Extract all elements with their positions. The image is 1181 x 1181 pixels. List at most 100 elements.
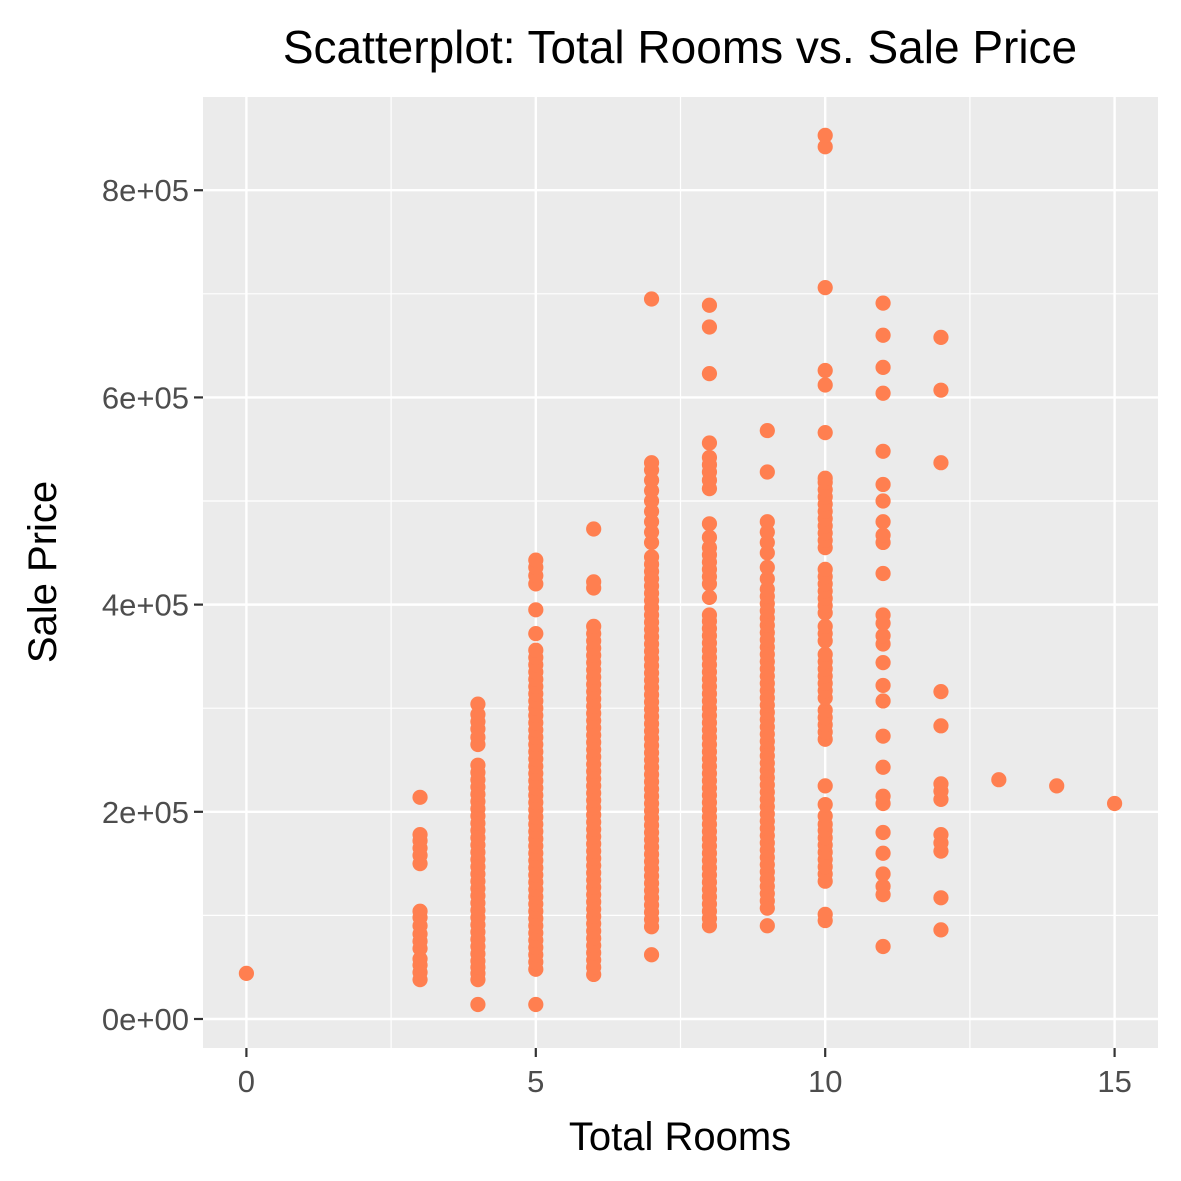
- data-point: [817, 561, 833, 577]
- x-tick-label: 5: [527, 1064, 544, 1099]
- data-point: [701, 365, 718, 382]
- data-point: [875, 677, 891, 694]
- data-point: [817, 127, 833, 143]
- data-point: [412, 903, 428, 919]
- data-point: [875, 607, 891, 623]
- data-point: [817, 470, 833, 486]
- data-point: [875, 514, 891, 530]
- data-point: [817, 906, 833, 922]
- data-point: [933, 684, 949, 700]
- data-point: [875, 866, 891, 882]
- data-point: [701, 297, 718, 313]
- chart-title: Scatterplot: Total Rooms vs. Sale Price: [283, 21, 1077, 73]
- data-point: [759, 464, 775, 480]
- data-point: [701, 516, 718, 532]
- x-tick-label: 15: [1097, 1064, 1131, 1099]
- data-point: [701, 319, 718, 335]
- data-point: [701, 607, 718, 623]
- y-tick-label: 6e+05: [102, 380, 189, 415]
- data-point: [817, 646, 833, 662]
- data-point: [933, 826, 949, 843]
- data-point: [412, 826, 428, 843]
- x-tick-label: 10: [808, 1064, 842, 1099]
- axes: 0 5 10 15 0e+00 2e+05 4e+05 6e+05 8e+05: [102, 173, 1132, 1099]
- y-axis-title: Sale Price: [21, 481, 65, 663]
- data-point: [528, 552, 544, 568]
- data-point: [933, 776, 949, 792]
- data-point: [817, 377, 833, 393]
- data-point: [586, 521, 602, 537]
- data-point: [586, 574, 602, 590]
- data-point: [643, 947, 660, 963]
- data-point: [817, 808, 833, 824]
- data-point: [933, 329, 949, 345]
- data-point: [875, 493, 891, 509]
- data-point: [586, 618, 602, 634]
- data-point: [817, 139, 833, 155]
- data-point: [875, 845, 891, 861]
- y-tick-label: 2e+05: [102, 795, 189, 830]
- data-point: [817, 796, 833, 813]
- data-point: [875, 878, 891, 894]
- data-point: [933, 890, 949, 906]
- data-point: [875, 938, 891, 955]
- y-tick-label: 8e+05: [102, 173, 189, 208]
- data-point: [470, 696, 486, 712]
- data-point: [759, 571, 775, 587]
- data-point: [875, 359, 891, 375]
- data-point: [701, 589, 718, 605]
- data-point: [759, 514, 775, 530]
- data-point: [875, 728, 891, 744]
- y-tick-label: 0e+00: [102, 1002, 189, 1037]
- data-point: [875, 655, 891, 671]
- data-point: [701, 435, 718, 451]
- data-point: [933, 718, 949, 734]
- data-point: [875, 628, 891, 644]
- data-point: [817, 280, 833, 296]
- data-point: [875, 295, 891, 311]
- data-point: [875, 824, 891, 841]
- x-axis-title: Total Rooms: [569, 1115, 791, 1159]
- data-point: [817, 425, 833, 441]
- data-point: [817, 362, 833, 379]
- data-point: [875, 693, 891, 709]
- data-point: [528, 996, 544, 1013]
- y-tick-label: 4e+05: [102, 588, 189, 623]
- data-point: [528, 626, 544, 642]
- data-point: [875, 788, 891, 804]
- data-point: [875, 759, 891, 775]
- data-point: [643, 291, 660, 307]
- data-point: [412, 789, 428, 805]
- data-point: [470, 996, 486, 1013]
- data-points: [238, 127, 1123, 1013]
- data-point: [875, 327, 891, 343]
- data-point: [933, 455, 949, 471]
- data-point: [1106, 795, 1123, 812]
- data-point: [759, 422, 775, 439]
- data-point: [933, 922, 949, 938]
- data-point: [643, 549, 660, 565]
- data-point: [528, 602, 544, 618]
- data-point: [701, 449, 718, 466]
- data-point: [701, 529, 718, 545]
- x-tick-label: 0: [238, 1064, 255, 1099]
- data-point: [470, 757, 486, 773]
- data-point: [817, 702, 833, 718]
- data-point: [759, 559, 775, 575]
- data-point: [817, 778, 833, 794]
- data-point: [875, 527, 891, 543]
- data-point: [991, 772, 1007, 788]
- data-point: [643, 455, 660, 471]
- plot-panel: [203, 97, 1158, 1048]
- data-point: [238, 965, 255, 982]
- data-point: [759, 918, 775, 934]
- data-point: [875, 385, 891, 401]
- data-point: [875, 565, 891, 582]
- data-point: [875, 476, 891, 493]
- data-point: [1049, 778, 1065, 794]
- data-point: [933, 382, 949, 398]
- data-point: [817, 618, 833, 634]
- data-point: [528, 642, 544, 658]
- data-point: [875, 443, 891, 459]
